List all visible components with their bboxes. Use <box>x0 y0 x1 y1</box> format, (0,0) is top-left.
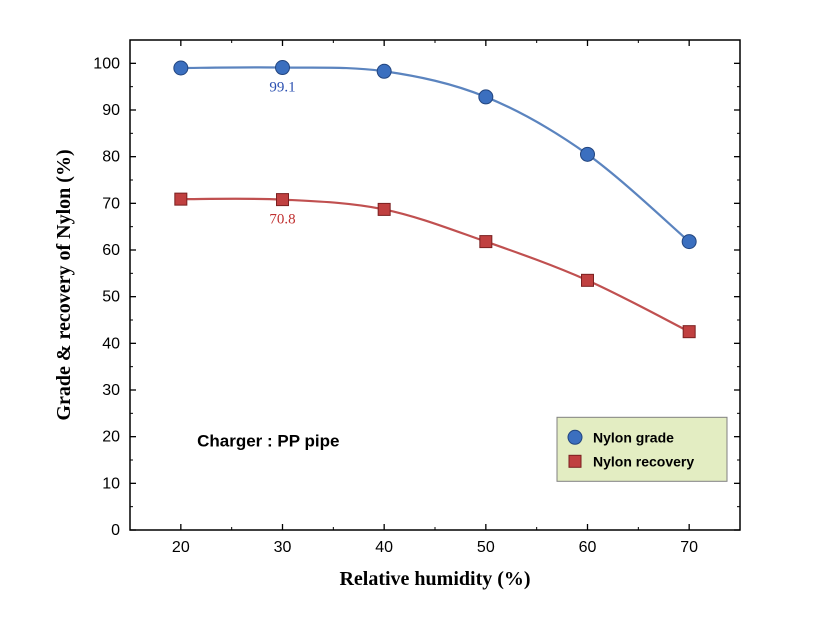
series-marker-0 <box>276 61 290 75</box>
series-marker-1 <box>277 194 289 206</box>
series-marker-1 <box>175 193 187 205</box>
y-tick-label: 30 <box>102 382 120 399</box>
series-data-label-1: 70.8 <box>269 212 295 228</box>
series-data-label-0: 99.1 <box>269 80 295 96</box>
chart-container: 20 30 40 50 60 70 0 10 20 30 40 50 60 70 80 90 100 99.1… <box>0 0 830 628</box>
legend-marker-1 <box>569 455 581 467</box>
legend-marker-0 <box>568 430 582 444</box>
series-marker-0 <box>682 235 696 249</box>
series-marker-0 <box>479 90 493 104</box>
legend-label-1: Nylon recovery <box>593 453 694 469</box>
x-tick-label: 70 <box>680 539 698 556</box>
series-marker-0 <box>377 64 391 78</box>
x-axis-title: Relative humidity (%) <box>339 568 530 590</box>
y-tick-label: 10 <box>102 475 120 492</box>
y-tick-label: 60 <box>102 242 120 259</box>
chart-svg: 20 30 40 50 60 70 0 10 20 30 40 50 60 70 80 90 100 99.1… <box>0 0 830 628</box>
series-marker-1 <box>378 203 390 215</box>
series-marker-0 <box>581 147 595 161</box>
x-tick-label: 60 <box>579 539 597 556</box>
x-tick-label: 40 <box>375 539 393 556</box>
y-tick-label: 0 <box>111 522 120 539</box>
series-marker-0 <box>174 61 188 75</box>
legend: Nylon grade Nylon recovery <box>557 417 727 481</box>
y-tick-label: 100 <box>93 55 120 72</box>
y-tick-label: 90 <box>102 102 120 119</box>
series-marker-1 <box>480 236 492 248</box>
x-tick-label: 30 <box>274 539 292 556</box>
series-marker-1 <box>683 326 695 338</box>
y-axis-title: Grade & recovery of Nylon (%) <box>53 149 75 420</box>
x-tick-label: 20 <box>172 539 190 556</box>
y-tick-label: 50 <box>102 289 120 306</box>
series-marker-1 <box>582 274 594 286</box>
charger-annotation: Charger : PP pipe <box>197 432 339 451</box>
y-tick-label: 40 <box>102 335 120 352</box>
legend-label-0: Nylon grade <box>593 429 674 445</box>
y-tick-label: 80 <box>102 149 120 166</box>
y-tick-label: 70 <box>102 195 120 212</box>
x-tick-label: 50 <box>477 539 495 556</box>
legend-background <box>557 417 727 481</box>
y-tick-label: 20 <box>102 429 120 446</box>
